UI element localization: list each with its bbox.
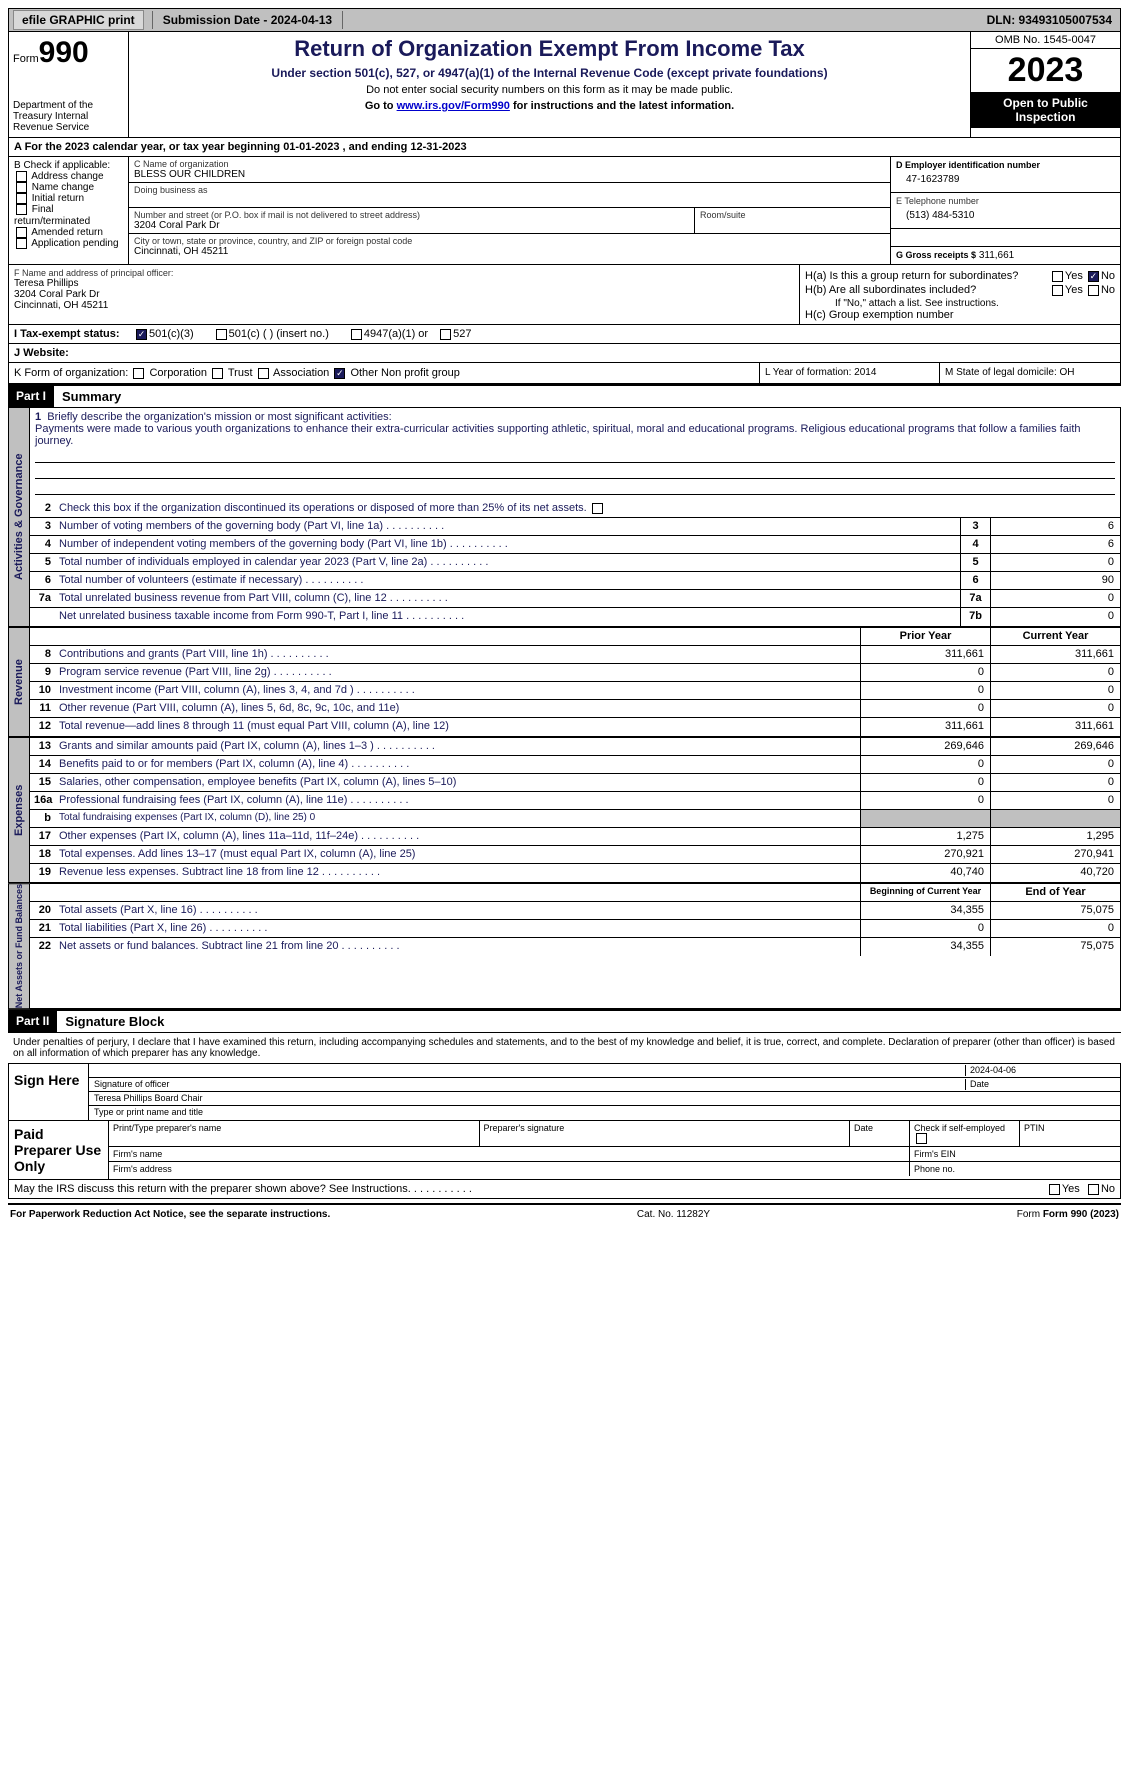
tab-netassets: Net Assets or Fund Balances [8,883,30,1009]
dln: DLN: 93493105007534 [987,13,1120,27]
telephone: (513) 484-5310 [896,206,1115,225]
chk-final[interactable] [16,204,27,215]
org-name: BLESS OUR CHILDREN [134,169,885,180]
dba-label: Doing business as [134,185,885,195]
row-j: J Website: [8,344,1121,363]
chk-self-employed[interactable] [916,1133,927,1144]
submission-date: Submission Date - 2024-04-13 [157,13,338,27]
sign-here: Sign Here 2024-04-06 Signature of office… [8,1063,1121,1121]
chk-corp[interactable] [133,368,144,379]
declaration: Under penalties of perjury, I declare th… [8,1032,1121,1063]
period: A For the 2023 calendar year, or tax yea… [8,138,1121,157]
form-header: Form990 Department of the Treasury Inter… [8,32,1121,138]
chk-527[interactable] [440,329,451,340]
col-d: D Employer identification number47-16237… [890,157,1120,264]
chk-4947[interactable] [351,329,362,340]
expenses-section: Expenses 13Grants and similar amounts pa… [8,737,1121,883]
col-b: B Check if applicable: Address change Na… [9,157,129,264]
v7b: 0 [990,608,1120,626]
footer: For Paperwork Reduction Act Notice, see … [8,1203,1121,1224]
hc: H(c) Group exemption number [805,309,1115,321]
discuss-yes[interactable] [1049,1184,1060,1195]
irs-link[interactable]: www.irs.gov/Form990 [397,100,510,112]
section-bcd: B Check if applicable: Address change Na… [8,157,1121,265]
topbar: efile GRAPHIC print Submission Date - 20… [8,8,1121,32]
chk-assoc[interactable] [258,368,269,379]
street: 3204 Coral Park Dr [134,220,689,231]
sep [152,11,153,29]
chk-initial[interactable] [16,193,27,204]
sep [342,11,343,29]
discuss-no[interactable] [1088,1184,1099,1195]
chk-other[interactable] [334,368,345,379]
public-inspection: Open to Public Inspection [971,92,1120,128]
part2-header: Part II Signature Block [8,1009,1121,1032]
chk-501c3[interactable] [136,329,147,340]
part1-header: Part I Summary [8,384,1121,407]
netassets-section: Net Assets or Fund Balances Beginning of… [8,883,1121,1009]
hb-yes[interactable] [1052,285,1063,296]
tax-year: 2023 [971,49,1120,92]
revenue-section: Revenue Prior YearCurrent Year 8Contribu… [8,627,1121,737]
v3: 6 [990,518,1120,535]
tab-activities: Activities & Governance [8,407,30,627]
ein: 47-1623789 [896,170,1115,189]
v6: 90 [990,572,1120,589]
form-number: 990 [39,36,89,69]
officer-name-title: Teresa Phillips Board Chair [94,1093,203,1104]
officer-addr2: Cincinnati, OH 45211 [14,300,794,311]
chk-pending[interactable] [16,238,27,249]
header-note2: Go to www.irs.gov/Form990 for instructio… [137,100,962,112]
v7a: 0 [990,590,1120,607]
mission-text: Payments were made to various youth orga… [35,423,1081,447]
v4: 6 [990,536,1120,553]
form-label: Form [13,53,39,65]
sig-date: 2024-04-06 [965,1065,1115,1076]
ha-yes[interactable] [1052,271,1063,282]
paid-preparer: Paid Preparer Use Only Print/Type prepar… [8,1121,1121,1180]
header-title: Return of Organization Exempt From Incom… [137,36,962,62]
year-formation: L Year of formation: 2014 [760,363,940,383]
col-c: C Name of organizationBLESS OUR CHILDREN… [129,157,890,264]
row-k: K Form of organization: Corporation Trus… [8,363,1121,384]
chk-address[interactable] [16,171,27,182]
discuss-row: May the IRS discuss this return with the… [8,1180,1121,1199]
chk-501c[interactable] [216,329,227,340]
efile-print-btn[interactable]: efile GRAPHIC print [13,10,144,30]
dept: Department of the Treasury Internal Reve… [13,100,124,133]
section-fh: F Name and address of principal officer:… [8,265,1121,325]
chk-trust[interactable] [212,368,223,379]
header-note1: Do not enter social security numbers on … [137,84,962,96]
gross-receipts: 311,661 [979,250,1014,261]
tab-expenses: Expenses [8,737,30,883]
hb-no[interactable] [1088,285,1099,296]
ha-no[interactable] [1088,271,1099,282]
officer-addr1: 3204 Coral Park Dr [14,289,794,300]
chk-discontinued[interactable] [592,503,603,514]
tab-revenue: Revenue [8,627,30,737]
v5: 0 [990,554,1120,571]
b-label: B Check if applicable: [14,160,123,171]
omb: OMB No. 1545-0047 [971,32,1120,49]
city: Cincinnati, OH 45211 [134,246,885,257]
header-subtitle: Under section 501(c), 527, or 4947(a)(1)… [137,66,962,80]
state-domicile: M State of legal domicile: OH [940,363,1120,383]
row-i: I Tax-exempt status: 501(c)(3) 501(c) ( … [8,325,1121,344]
chk-amended[interactable] [16,227,27,238]
chk-name[interactable] [16,182,27,193]
activities-governance: Activities & Governance 1 Briefly descri… [8,407,1121,627]
officer-name: Teresa Phillips [14,278,794,289]
